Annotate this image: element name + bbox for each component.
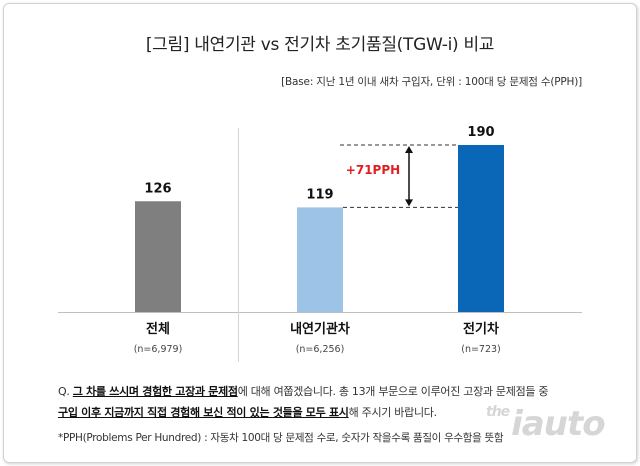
watermark-logo: theiauto	[486, 404, 606, 444]
difference-arrow-head-up	[405, 146, 413, 153]
difference-arrow-head-down	[405, 199, 413, 207]
watermark-small: the	[486, 404, 510, 420]
footnote: *PPH(Problems Per Hundred) : 자동차 100대 당 …	[58, 432, 504, 444]
data-label-2: 119	[306, 187, 333, 202]
category-label-2: 내연기관차	[290, 321, 350, 337]
question-prefix: Q.	[58, 385, 73, 398]
bar-2	[297, 207, 343, 312]
sample-size-label-3: (n=723)	[461, 344, 501, 355]
chart-title: [그림] 내연기관 vs 전기차 초기품질(TGW-i) 비교	[145, 35, 495, 55]
question-emphasis-2: 구입 이후 지금까지 직접 경험해 보신 적이 있는 것들을 모두 표시	[58, 406, 349, 419]
watermark-main: iauto	[511, 404, 605, 444]
category-label-3: 전기차	[463, 321, 499, 337]
data-label-3: 190	[467, 125, 494, 140]
question-text-2: 해 주시기 바랍니다.	[348, 406, 437, 419]
data-label-1: 126	[144, 181, 171, 196]
base-note: [Base: 지난 1년 이내 새차 구입자, 단위 : 100대 당 문제점 …	[281, 76, 582, 88]
question-text-1: 에 대해 여쭙겠습니다. 총 13개 부문으로 이루어진 고장과 문제점들 중	[237, 385, 549, 398]
sample-size-label-1: (n=6,979)	[134, 344, 183, 355]
question-emphasis-1: 그 차를 쓰시며 경험한 고장과 문제점	[72, 385, 238, 398]
survey-question: Q. 그 차를 쓰시며 경험한 고장과 문제점에 대해 여쭙겠습니다. 총 13…	[58, 381, 618, 423]
category-label-1: 전체	[146, 321, 170, 337]
sample-size-label-2: (n=6,256)	[296, 344, 345, 355]
difference-label: +71PPH	[346, 163, 400, 177]
bar-3	[458, 145, 504, 312]
bar-1	[135, 201, 181, 312]
